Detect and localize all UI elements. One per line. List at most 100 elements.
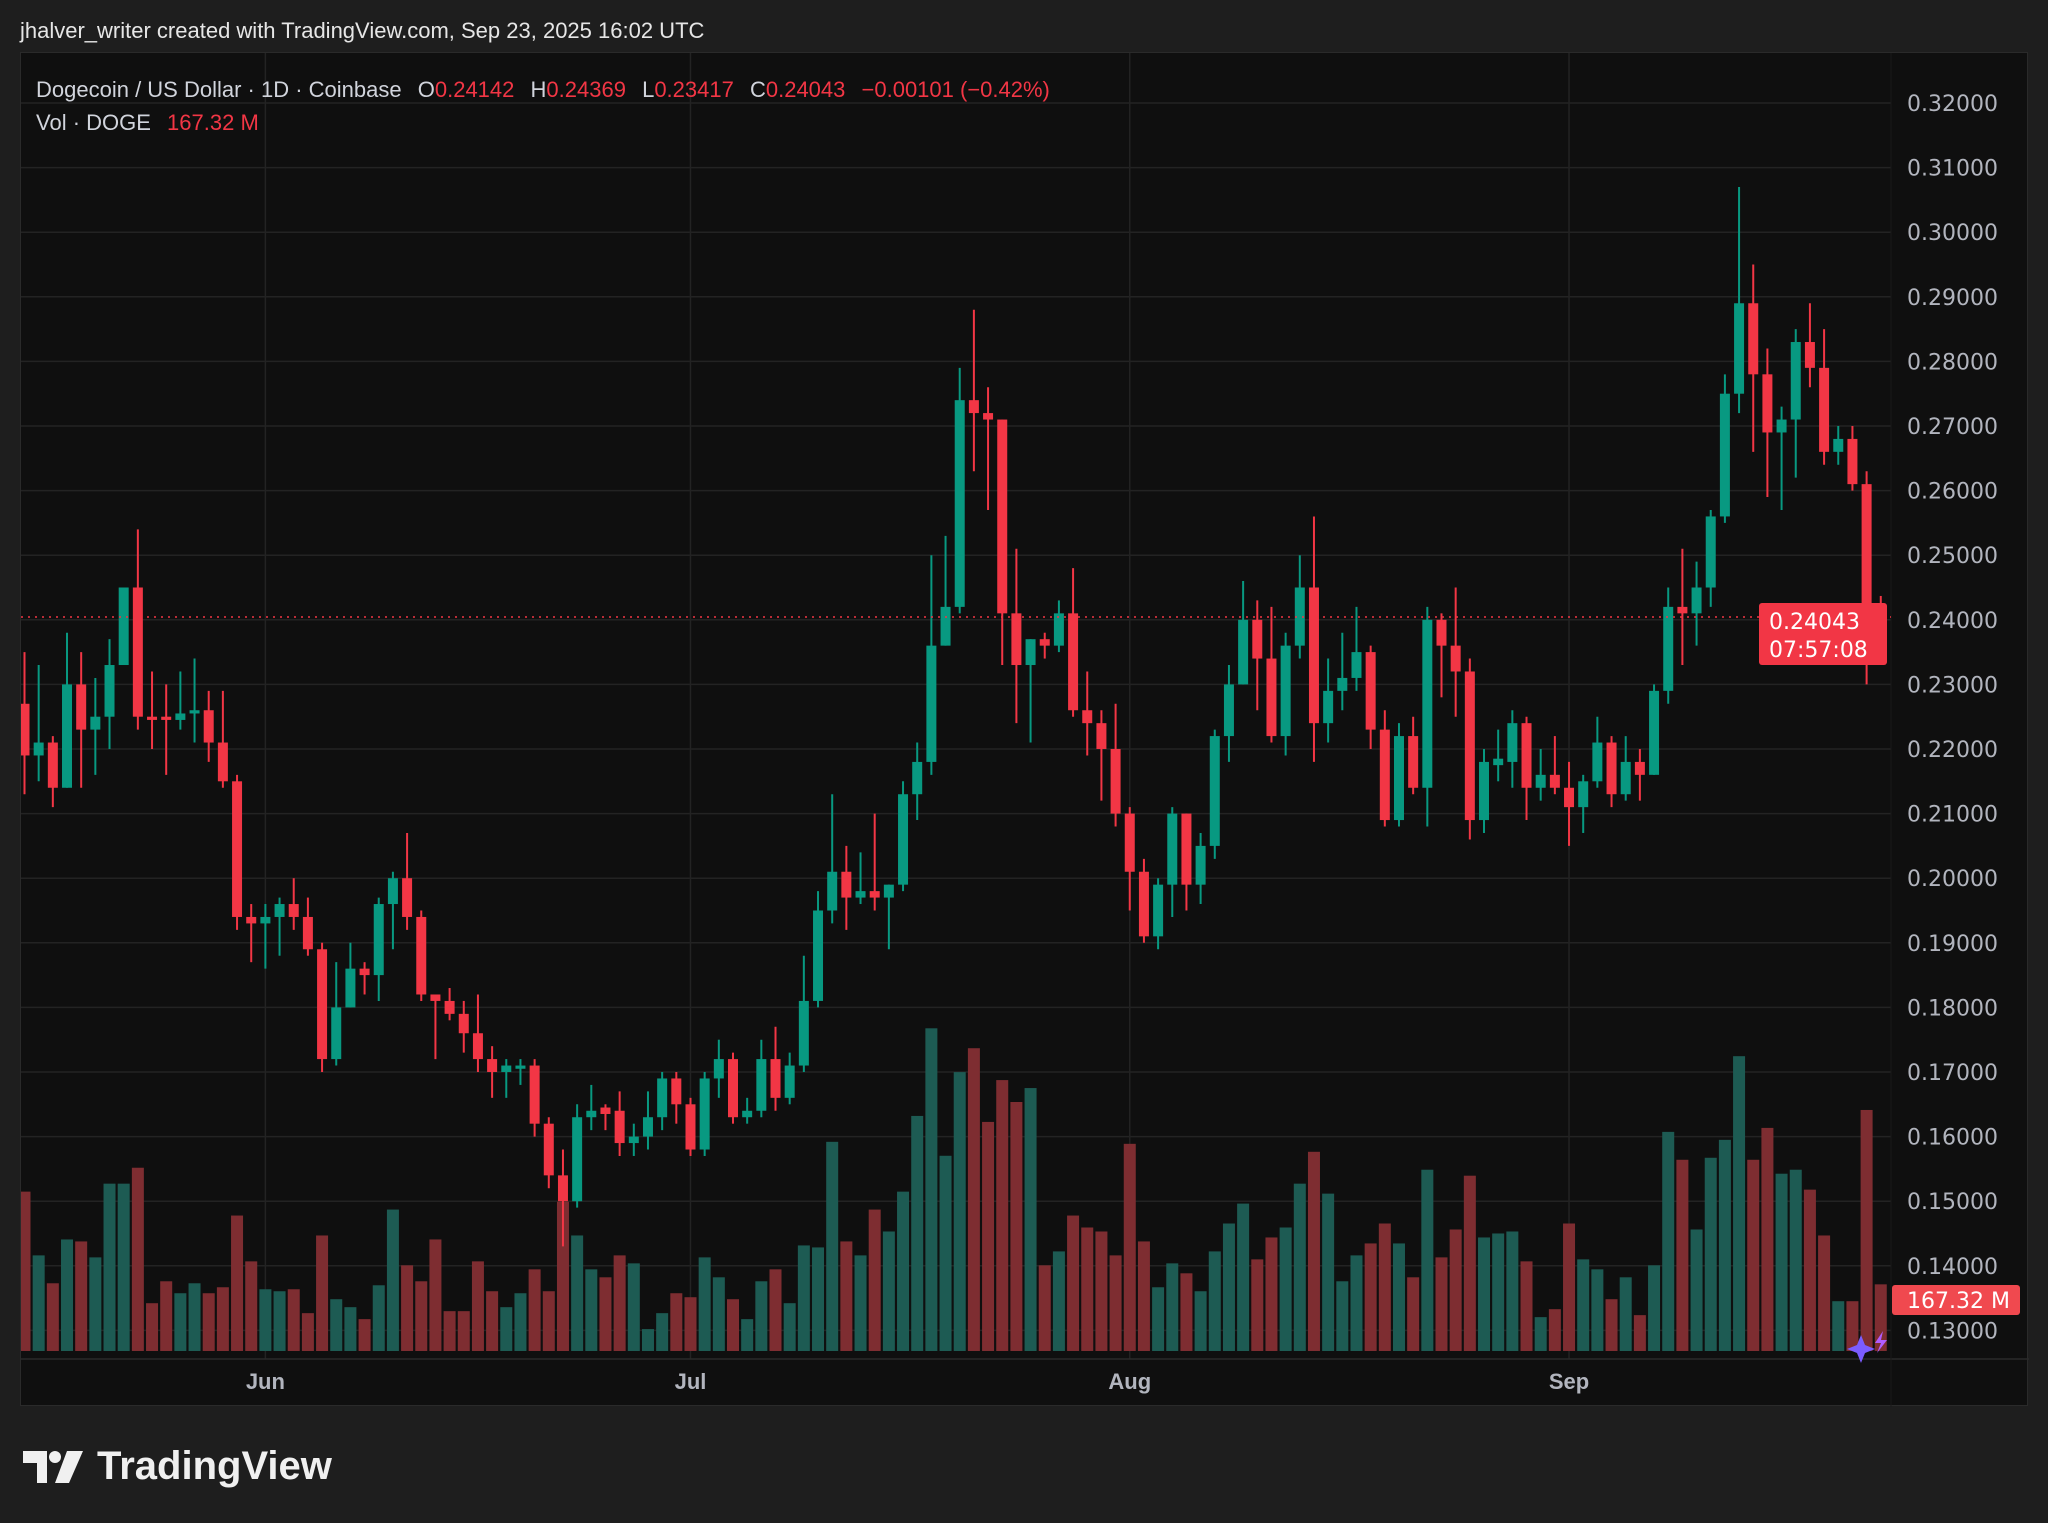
- symbol-title[interactable]: Dogecoin / US Dollar · 1D · Coinbase: [36, 77, 402, 102]
- volume-bar: [684, 1297, 697, 1351]
- volume-bar: [1095, 1231, 1108, 1351]
- time-tick-label: Jun: [246, 1369, 285, 1394]
- chart-credit: jhalver_writer created with TradingView.…: [20, 18, 705, 43]
- volume-bar: [1364, 1243, 1377, 1351]
- candle: [161, 684, 172, 775]
- candle-body: [33, 742, 44, 756]
- candle: [628, 1123, 639, 1156]
- candle-body: [175, 713, 186, 720]
- candle-body: [1195, 845, 1206, 885]
- volume-bar: [528, 1269, 541, 1351]
- volume-bar: [188, 1283, 201, 1351]
- volume-bar: [1761, 1127, 1774, 1351]
- volume-bar: [641, 1329, 654, 1351]
- candle: [572, 1104, 583, 1208]
- candle: [543, 1117, 554, 1189]
- volume-bar: [486, 1291, 499, 1351]
- candle: [416, 910, 427, 1001]
- volume-bar: [1208, 1251, 1221, 1351]
- volume-bar: [1123, 1143, 1136, 1351]
- volume-bar: [202, 1293, 215, 1351]
- candle-body: [1620, 761, 1631, 795]
- candle-body: [1138, 871, 1149, 937]
- candle: [203, 690, 214, 762]
- tradingview-logo[interactable]: TradingView: [23, 1444, 332, 1489]
- candle: [175, 671, 186, 730]
- volume-bar: [897, 1191, 910, 1351]
- candle-body: [713, 1059, 724, 1079]
- price-tick-label: 0.26000: [1907, 480, 1998, 505]
- volume-legend: Vol · DOGE 167.32 M: [36, 106, 1050, 139]
- candle-body: [1592, 742, 1603, 782]
- candle-body: [1606, 742, 1617, 795]
- chart-panel[interactable]: 0.32000 0.31000 0.30000 0.29000 0.28000 0.270…: [20, 52, 2029, 1407]
- candle: [642, 1091, 653, 1150]
- volume-bar: [1747, 1159, 1760, 1351]
- candle: [104, 639, 115, 749]
- candle-body: [883, 884, 894, 898]
- volume-bar: [1563, 1223, 1576, 1351]
- volume-bar: [117, 1183, 130, 1351]
- candle: [1734, 186, 1745, 414]
- price-tick-label: 0.27000: [1907, 415, 1998, 440]
- volume-bar: [1492, 1233, 1505, 1351]
- candle: [444, 988, 455, 1021]
- candle: [90, 677, 101, 775]
- volume-bar: [1718, 1139, 1731, 1351]
- volume-tag-text: 167.32 M: [1907, 1289, 2010, 1314]
- volume-bar: [1548, 1309, 1561, 1351]
- candle-body: [104, 665, 115, 717]
- volume-bar: [1293, 1183, 1306, 1351]
- candle: [359, 962, 370, 995]
- volume-bar: [1506, 1231, 1519, 1351]
- candle: [1011, 548, 1022, 724]
- price-tick-label: 0.30000: [1907, 221, 1998, 246]
- volume-bar: [1605, 1299, 1618, 1351]
- volume-bar: [1350, 1255, 1363, 1351]
- volume-bar: [146, 1303, 159, 1351]
- candle: [1252, 600, 1263, 711]
- candle-body: [557, 1175, 568, 1202]
- candlestick-chart[interactable]: 0.32000 0.31000 0.30000 0.29000 0.28000 0.270…: [21, 53, 2029, 1407]
- candle-body: [1082, 710, 1093, 724]
- candle: [898, 781, 909, 892]
- volume-bar: [1024, 1088, 1037, 1351]
- price-tick-label: 0.16000: [1907, 1126, 1998, 1151]
- candle: [1436, 613, 1447, 698]
- candle: [345, 942, 356, 1008]
- candle: [317, 942, 328, 1072]
- candle-body: [827, 871, 838, 911]
- candle: [373, 897, 384, 1001]
- candle: [458, 1000, 469, 1053]
- volume-bar: [1265, 1237, 1278, 1351]
- candle-body: [586, 1110, 597, 1118]
- candle-body: [954, 400, 965, 607]
- volume-bar: [1591, 1269, 1604, 1351]
- volume-bar: [1152, 1287, 1165, 1351]
- candle-body: [1323, 690, 1334, 724]
- candle-body: [21, 703, 30, 756]
- volume-label[interactable]: Vol · DOGE: [36, 110, 151, 135]
- candle-body: [770, 1059, 781, 1098]
- candle: [1748, 264, 1759, 452]
- candle: [1776, 406, 1787, 510]
- volume-bar: [1378, 1223, 1391, 1351]
- candle-body: [1110, 749, 1121, 814]
- candle: [232, 774, 243, 930]
- candle-body: [359, 968, 370, 976]
- candle: [1578, 774, 1589, 833]
- candle-body: [926, 645, 937, 762]
- volume-bar: [1733, 1056, 1746, 1351]
- volume-bar: [783, 1303, 796, 1351]
- candle: [1167, 807, 1178, 917]
- candle: [47, 736, 58, 808]
- candle: [926, 555, 937, 775]
- volume-bar: [386, 1209, 399, 1351]
- candle-body: [1691, 587, 1702, 614]
- candle-body: [1847, 438, 1858, 485]
- volume-bar: [1279, 1227, 1292, 1351]
- candle: [1649, 684, 1660, 775]
- time-axis: Jun Jul Aug Sep: [246, 1369, 1589, 1394]
- candle-body: [642, 1117, 653, 1137]
- candle-body: [1776, 419, 1787, 433]
